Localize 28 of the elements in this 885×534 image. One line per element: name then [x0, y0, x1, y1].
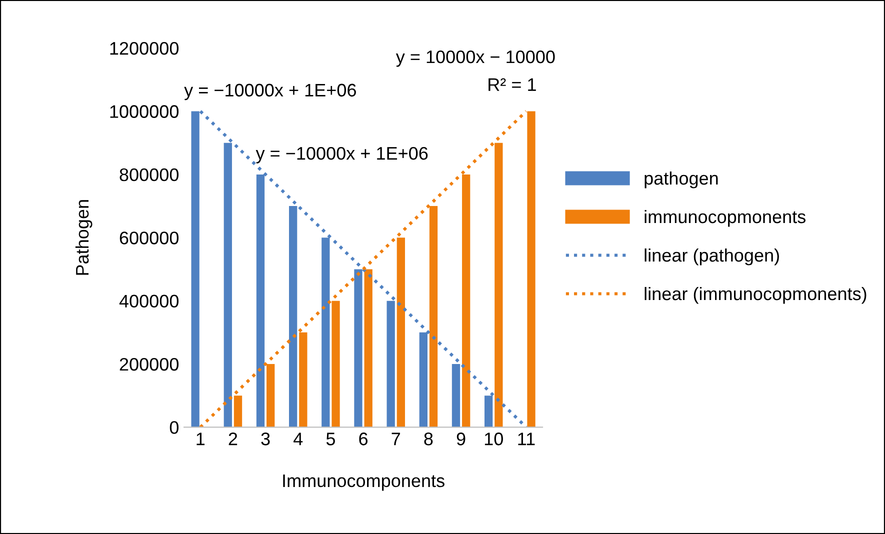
- legend-label: linear (immunocopmonents): [644, 286, 866, 304]
- y-tick-label: 200000: [120, 358, 179, 371]
- legend-label: pathogen: [644, 171, 718, 188]
- x-tick-label: 11: [518, 432, 535, 446]
- annotation: y = −10000x + 1E+06: [256, 146, 428, 164]
- y-tick-label: 400000: [119, 294, 179, 308]
- x-tick-label: 9: [456, 432, 466, 446]
- annotation: R² = 1: [488, 78, 536, 91]
- y-tick-label: 600000: [120, 232, 179, 244]
- x-tick-label: 4: [294, 432, 303, 446]
- y-tick-label: 1200000: [110, 42, 179, 55]
- x-axis-title: Immunocomponents: [283, 474, 444, 491]
- annotation: y = 10000x − 10000: [396, 50, 555, 67]
- x-tick-label: 1: [196, 432, 205, 446]
- x-tick-label: 2: [228, 432, 238, 446]
- legend-label: linear (pathogen): [644, 248, 779, 266]
- legend-label: immunocopmonents: [644, 210, 806, 227]
- x-tick-label: 7: [392, 432, 400, 446]
- y-tick-label: 1000000: [110, 105, 179, 118]
- y-tick-label: 800000: [120, 168, 179, 182]
- y-axis-title: Pathogen: [75, 200, 92, 275]
- x-tick-label: 5: [326, 432, 335, 446]
- x-tick-label: 6: [359, 432, 368, 446]
- x-tick-label: 8: [424, 432, 433, 446]
- annotation: y = −10000x + 1E+06: [184, 84, 356, 100]
- x-tick-label: 3: [261, 432, 270, 446]
- x-tick-label: 10: [484, 432, 503, 446]
- y-tick-label: 0: [170, 421, 179, 434]
